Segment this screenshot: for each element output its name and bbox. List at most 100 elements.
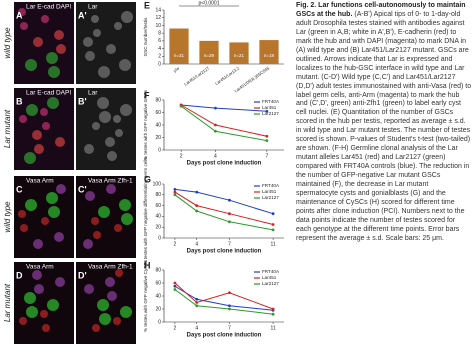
cell [25, 59, 37, 71]
cell [115, 269, 123, 277]
panel-label: B' [78, 96, 87, 106]
y-tick-label: 80 [155, 192, 161, 198]
legend-label: FRT40A [262, 183, 280, 188]
cell [115, 129, 123, 137]
cell [105, 137, 115, 147]
row-label: wild type [3, 201, 12, 233]
x-tick-label: 4 [214, 153, 217, 159]
cell [19, 115, 27, 123]
cell [83, 239, 93, 249]
data-point [195, 209, 199, 213]
cell [40, 310, 48, 318]
data-point [271, 307, 275, 311]
cell [84, 284, 94, 294]
series-line [174, 188, 274, 215]
series-line [174, 191, 274, 225]
cell [105, 277, 115, 287]
legend-label: Lar451 [262, 189, 277, 194]
stain-label: Vasa Arm [26, 178, 54, 185]
y-tick-label: 60 [155, 110, 161, 116]
y-tick-label: 0 [158, 61, 161, 67]
data-point [173, 188, 177, 191]
stain-label: Vasa Arm [26, 264, 54, 271]
cell [93, 29, 101, 37]
cell [113, 317, 121, 325]
cell [92, 324, 100, 332]
data-point [173, 288, 177, 291]
data-point [214, 129, 217, 133]
cell [18, 210, 26, 218]
panel-label: F [144, 90, 150, 100]
cell [85, 191, 95, 201]
panel-label: B [16, 96, 23, 106]
stain-label: Lar [88, 4, 98, 11]
cell [40, 108, 48, 116]
x-tick-label: y/w [172, 65, 181, 73]
cell [99, 111, 111, 123]
cell [41, 217, 49, 225]
panel-label: H [144, 260, 151, 270]
data-point [214, 123, 217, 127]
panel-label: A' [78, 10, 87, 20]
series-line [180, 104, 267, 137]
legend-label: FRT40A [262, 269, 280, 274]
y-tick-label: 0 [158, 319, 161, 325]
data-point [271, 223, 275, 226]
x-axis-label: Days post clone induction [187, 249, 262, 255]
cell [93, 231, 101, 239]
x-tick-label: 2 [174, 325, 177, 331]
data-point [265, 134, 269, 138]
legend-label: Lar451 [262, 105, 277, 110]
caption-body: (A-B') Apical tips of 0- to 1-day-old ad… [296, 10, 472, 242]
x-tick-label: 4 [195, 325, 198, 331]
y-tick-label: 4 [158, 46, 161, 52]
data-point [265, 139, 269, 143]
data-point [228, 220, 231, 224]
p-value: p<0.0001 [199, 0, 220, 6]
caption: Fig. 2. Lar functions cell-autonomously … [296, 2, 472, 244]
cell [24, 292, 36, 304]
y-axis-label: % testes with GFP negative CySCs [143, 259, 148, 332]
x-tick-label: 11 [270, 325, 275, 331]
bar-label: n=21 [234, 53, 245, 58]
cell [25, 199, 37, 211]
cell [91, 15, 99, 23]
cell [24, 152, 36, 164]
data-point [195, 190, 199, 194]
x-tick-label: 11 [270, 241, 275, 247]
data-point [214, 106, 217, 110]
panel-label: D' [78, 270, 87, 280]
series-line [174, 285, 274, 311]
y-tick-label: 20 [155, 135, 161, 141]
cell [119, 59, 131, 71]
cell [120, 104, 132, 116]
data-point [271, 312, 275, 316]
cell [41, 15, 49, 23]
y-tick-label: 0 [158, 147, 161, 153]
x-tick-label: Lar451/Lar2127 [183, 65, 211, 86]
caption-title: Fig. 2. Lar functions cell-autonomously … [296, 2, 466, 18]
cell [92, 122, 100, 130]
cell [42, 122, 50, 130]
stain-label: Lar E-cad DAPI [26, 90, 71, 97]
data-point [228, 212, 231, 216]
cell [121, 213, 133, 225]
y-tick-label: 60 [155, 280, 161, 286]
panel-label: C' [78, 184, 87, 194]
y-tick-label: 2 [158, 54, 161, 60]
cell [26, 306, 38, 318]
data-point [271, 228, 275, 232]
cell [26, 104, 38, 116]
x-tick-label: 7 [265, 153, 268, 159]
series-line [174, 194, 274, 231]
legend-label: FRT40A [262, 99, 280, 104]
panel-label: A [16, 10, 23, 20]
cell [54, 30, 64, 40]
y-tick-label: 0 [158, 235, 161, 241]
x-tick-label: 7 [228, 241, 231, 247]
data-point [265, 109, 269, 113]
cell [42, 324, 50, 332]
data-point [195, 204, 199, 208]
data-point [228, 304, 231, 308]
